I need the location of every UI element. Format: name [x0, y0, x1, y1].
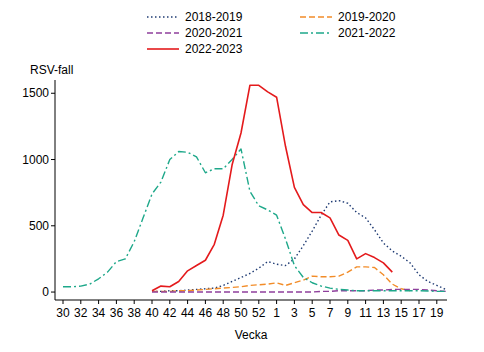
x-tick-label: 3 [291, 306, 298, 320]
x-tick [205, 300, 206, 304]
x-tick [312, 300, 313, 304]
x-tick-label: 36 [110, 306, 124, 320]
x-tick [258, 300, 259, 304]
legend-label: 2020-2021 [185, 26, 243, 40]
chart: 0500100015003032343638404244464850521357… [0, 0, 484, 352]
y-tick-label: 0 [42, 285, 49, 299]
x-axis [55, 300, 447, 301]
x-tick-label: 42 [163, 306, 177, 320]
x-tick-label: 48 [217, 306, 231, 320]
x-tick [116, 300, 117, 304]
plot-lines [63, 85, 446, 292]
series-line [152, 85, 392, 290]
x-axis-label: Vecka [235, 328, 268, 342]
x-tick-label: 40 [145, 306, 159, 320]
x-tick [294, 300, 295, 304]
x-tick [365, 300, 366, 304]
x-tick-label: 46 [199, 306, 213, 320]
legend-label: 2019-2020 [338, 10, 396, 24]
x-tick-label: 7 [327, 306, 334, 320]
x-tick-label: 44 [181, 306, 195, 320]
legend-swatch [300, 16, 332, 17]
x-tick-label: 32 [74, 306, 88, 320]
y-axis-label: RSV-fall [30, 63, 73, 77]
legend-swatch [300, 32, 332, 33]
x-tick-label: 13 [377, 306, 391, 320]
legend-item: 2018-2019 [147, 10, 243, 24]
y-tick [51, 292, 55, 293]
x-tick-label: 34 [92, 306, 106, 320]
legend-item: 2022-2023 [147, 42, 243, 56]
x-tick [419, 300, 420, 304]
x-tick [63, 300, 64, 304]
x-tick [152, 300, 153, 304]
x-tick [347, 300, 348, 304]
y-tick [51, 159, 55, 160]
y-tick-label: 500 [29, 219, 49, 233]
x-tick [223, 300, 224, 304]
series-line [152, 267, 410, 292]
x-tick-label: 38 [128, 306, 142, 320]
y-tick [51, 225, 55, 226]
legend-swatch [147, 16, 179, 17]
x-tick [436, 300, 437, 304]
x-tick-label: 19 [430, 306, 444, 320]
series-line [152, 201, 446, 292]
y-axis [55, 80, 56, 300]
x-tick [401, 300, 402, 304]
legend-label: 2021-2022 [338, 26, 396, 40]
series-line [63, 149, 446, 291]
x-tick-label: 1 [273, 306, 280, 320]
y-tick-label: 1000 [22, 153, 49, 167]
x-tick-label: 11 [359, 306, 372, 320]
y-tick [51, 93, 55, 94]
legend-item: 2020-2021 [147, 26, 243, 40]
legend-label: 2022-2023 [185, 42, 243, 56]
x-tick [276, 300, 277, 304]
x-tick [383, 300, 384, 304]
x-tick [98, 300, 99, 304]
y-tick-label: 1500 [22, 86, 49, 100]
x-tick [330, 300, 331, 304]
legend-item: 2021-2022 [300, 26, 396, 40]
legend-item: 2019-2020 [300, 10, 396, 24]
legend-swatch [147, 48, 179, 50]
x-tick [187, 300, 188, 304]
x-tick [241, 300, 242, 304]
x-tick [134, 300, 135, 304]
x-tick-label: 50 [234, 306, 248, 320]
x-tick-label: 30 [56, 306, 70, 320]
x-tick-label: 5 [309, 306, 316, 320]
x-tick-label: 15 [395, 306, 409, 320]
legend-swatch [147, 32, 179, 33]
legend-label: 2018-2019 [185, 10, 243, 24]
x-tick-label: 52 [252, 306, 266, 320]
x-tick [169, 300, 170, 304]
x-tick [80, 300, 81, 304]
x-tick-label: 17 [412, 306, 426, 320]
x-tick-label: 9 [344, 306, 351, 320]
